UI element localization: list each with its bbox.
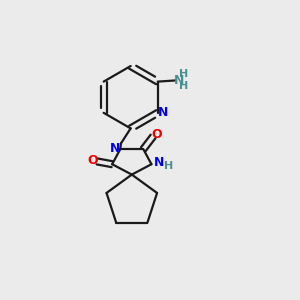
Text: H: H xyxy=(179,81,188,91)
Text: N: N xyxy=(110,142,120,154)
Text: O: O xyxy=(88,154,98,167)
Text: N: N xyxy=(154,156,164,169)
Text: N: N xyxy=(174,74,184,87)
Text: H: H xyxy=(164,161,173,171)
Text: N: N xyxy=(158,106,168,118)
Text: H: H xyxy=(179,69,188,79)
Text: O: O xyxy=(151,128,162,141)
